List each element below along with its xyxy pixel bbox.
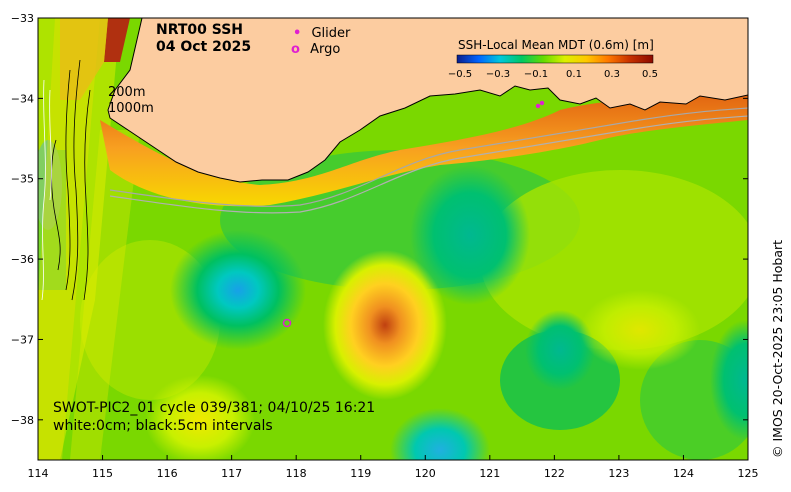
argo-float: [282, 318, 292, 328]
argo-marker: o: [291, 42, 300, 57]
colorbar-tick-label: −0.5: [448, 69, 472, 80]
x-tick-label: 122: [544, 467, 565, 480]
swot-cycle-line: SWOT-PIC2_01 cycle 039/381; 04/10/25 16:…: [53, 400, 376, 416]
colorbar-tick-label: −0.3: [486, 69, 510, 80]
x-tick-label: 125: [738, 467, 759, 480]
x-tick-label: 124: [673, 467, 694, 480]
imos-credit: © IMOS 20-Oct-2025 23:05 Hobart: [770, 239, 785, 458]
colorbar-tick-label: 0.3: [604, 69, 620, 80]
y-tick-label: −38: [11, 414, 34, 427]
title-line-1: NRT00 SSH: [156, 22, 244, 38]
colorbar-tick-label: 0.5: [642, 69, 658, 80]
x-tick-label: 120: [415, 467, 436, 480]
x-tick-label: 118: [286, 467, 307, 480]
y-tick-label: −34: [11, 92, 34, 105]
y-tick-label: −37: [11, 333, 34, 346]
observation-markers: [282, 100, 545, 328]
x-axis-ticks: 114 115 116 117 118 119 120 121 122 123 124 125: [28, 455, 759, 480]
colorbar: [456, 54, 654, 64]
glider-track: [535, 103, 541, 109]
ssh-field: [38, 18, 748, 460]
argo-label: Argo: [310, 42, 341, 57]
colorbar-tick-labels: −0.5 −0.3 −0.1 0.1 0.3 0.5: [448, 69, 658, 80]
map-title: NRT00 SSH 04 Oct 2025: [156, 22, 251, 56]
x-tick-label: 123: [608, 467, 629, 480]
contour-intervals-line: white:0cm; black:5cm intervals: [53, 418, 273, 434]
y-tick-label: −35: [11, 173, 34, 186]
title-line-2: 04 Oct 2025: [156, 39, 252, 55]
glider-label: Glider: [311, 26, 351, 41]
colorbar-label: SSH-Local Mean MDT (0.6m) [m]: [458, 38, 654, 52]
plot-frame: [37, 17, 749, 461]
y-tick-label: −33: [11, 12, 34, 25]
glider-track: [539, 100, 545, 106]
x-tick-label: 114: [28, 467, 49, 480]
swot-caption: SWOT-PIC2_01 cycle 039/381; 04/10/25 16:…: [53, 399, 375, 435]
depth-label-1000m: 1000m: [108, 101, 154, 116]
colorbar-tick-label: 0.1: [566, 69, 582, 80]
glider-marker: •: [293, 26, 302, 41]
y-axis-ticks: −33 −34 −35 −36 −37 −38: [11, 12, 748, 427]
legend-argo: o Argo: [291, 42, 340, 57]
x-tick-label: 121: [479, 467, 500, 480]
x-tick-label: 116: [157, 467, 178, 480]
legend-glider: • Glider: [293, 26, 350, 41]
x-tick-label: 119: [350, 467, 371, 480]
x-tick-label: 117: [221, 467, 242, 480]
colorbar-tick-label: −0.1: [524, 69, 548, 80]
depth-label-200m: 200m: [108, 85, 146, 100]
x-tick-label: 115: [92, 467, 113, 480]
y-tick-label: −36: [11, 253, 34, 266]
